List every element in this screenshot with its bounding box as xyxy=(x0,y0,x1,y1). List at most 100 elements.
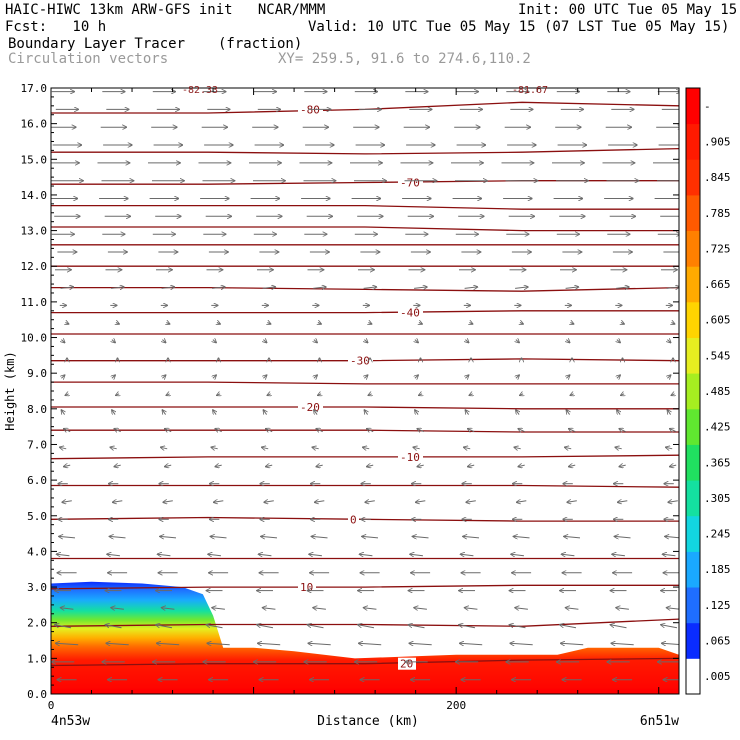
circulation-vector xyxy=(312,447,319,449)
circulation-vector xyxy=(417,429,424,432)
circulation-vector xyxy=(312,536,328,538)
circulation-vector xyxy=(465,375,468,378)
circulation-vector xyxy=(517,501,527,503)
circulation-vector xyxy=(368,394,371,396)
model-title: HAIC-HIWC 13km ARW-GFS init NCAR/MMM xyxy=(5,2,326,18)
y-tick-label: 12.0 xyxy=(21,260,48,273)
circulation-vector xyxy=(365,501,375,503)
y-tick-label: 10.0 xyxy=(21,332,48,345)
circulation-vector xyxy=(364,608,377,610)
circulation-vector xyxy=(615,447,622,449)
y-tick-label: 1.0 xyxy=(27,652,47,665)
circulation-vector xyxy=(670,429,677,432)
y-tick-label: 17.0 xyxy=(21,82,48,95)
isotherm-label-bg-14 xyxy=(398,450,423,463)
circulation-vector xyxy=(160,536,177,538)
y-tick-label: 2.0 xyxy=(27,617,47,630)
y-tick-label: 11.0 xyxy=(21,296,48,309)
circulation-vector xyxy=(567,501,577,503)
circulation-vector xyxy=(113,501,123,503)
circulation-vector xyxy=(409,625,425,629)
y-tick-label: 9.0 xyxy=(27,367,47,380)
isotherm-7 xyxy=(51,286,679,292)
circulation-vector xyxy=(569,429,576,432)
isotherm-12 xyxy=(51,406,679,410)
circulation-vector xyxy=(110,536,126,538)
isotherm-label-bg-2 xyxy=(398,176,423,189)
colorbar-swatch xyxy=(686,515,700,552)
y-tick-label: 0.0 xyxy=(27,688,47,701)
colorbar-label: .185 xyxy=(704,563,731,576)
circulation-vector xyxy=(215,465,222,467)
circulation-vector xyxy=(667,340,670,343)
x-left-endpoint: 4n53w xyxy=(51,714,90,729)
circulation-vector xyxy=(214,501,224,503)
circulation-vector xyxy=(670,465,677,467)
xy-label: XY= 259.5, 91.6 to 274.6,110.2 xyxy=(278,51,531,67)
circulation-vector xyxy=(515,608,528,610)
circulation-vector xyxy=(163,501,173,503)
circulation-vector xyxy=(562,554,575,556)
circulation-vector xyxy=(619,465,626,467)
x-right-endpoint: 6n51w xyxy=(640,714,679,729)
y-tick-label: 4.0 xyxy=(27,545,47,558)
circulation-vector xyxy=(469,323,472,325)
circulation-vector xyxy=(611,643,634,645)
circulation-vector xyxy=(619,429,626,432)
circulation-vector xyxy=(212,287,225,289)
init-time: Init: 00 UTC Tue 05 May 15 xyxy=(518,2,738,18)
circulation-vector xyxy=(364,410,367,415)
circulation-vector xyxy=(570,394,573,396)
circulation-vector xyxy=(615,536,631,538)
circulation-vector xyxy=(112,340,115,343)
circulation-vector xyxy=(667,410,670,415)
y-tick-label: 15.0 xyxy=(21,153,48,166)
x-tick-label: 200 xyxy=(446,699,466,712)
isotherm-15 xyxy=(51,484,679,488)
circulation-vector xyxy=(165,429,172,432)
circulation-vector xyxy=(671,323,674,325)
circulation-vector xyxy=(162,375,165,378)
circulation-vector xyxy=(61,410,64,415)
circulation-vector xyxy=(359,643,382,645)
isotherm-label-2: -70 xyxy=(400,176,420,189)
circulation-vector xyxy=(309,554,322,556)
isotherm-0 xyxy=(51,101,679,114)
colorbar-swatch xyxy=(686,444,700,481)
x-axis-label: Distance (km) xyxy=(317,714,419,729)
circulation-vector xyxy=(516,375,519,378)
circulation-vector xyxy=(364,340,367,343)
colorbar-swatch xyxy=(686,480,700,517)
circulation-vector xyxy=(106,625,122,629)
circulation-vector xyxy=(110,447,117,449)
circulation-vector xyxy=(314,375,317,378)
circulation-vector xyxy=(313,608,326,610)
circulation-vector xyxy=(468,429,475,432)
isotherm-1 xyxy=(51,147,679,155)
circulation-vector xyxy=(258,643,281,645)
circulation-vector xyxy=(565,287,579,289)
circulation-vector xyxy=(116,323,119,325)
y-tick-label: 8.0 xyxy=(27,403,47,416)
isotherm-label-8: -40 xyxy=(400,307,420,320)
circulation-vector xyxy=(59,536,76,538)
x-tick-label: 0 xyxy=(48,699,55,712)
circulation-vector xyxy=(364,375,367,378)
circulation-vector xyxy=(566,608,579,610)
circulation-vector xyxy=(464,447,471,449)
circulation-vector xyxy=(569,465,576,467)
isotherm-label-bg-16 xyxy=(348,513,359,526)
circulation-vector xyxy=(616,608,629,610)
circulation-vector xyxy=(667,608,679,610)
colorbar-swatch xyxy=(686,373,700,410)
forecast-hour: Fcst: 10 h xyxy=(5,19,107,35)
circulation-vector xyxy=(515,287,528,289)
circulation-vector xyxy=(416,501,426,503)
isotherm-14 xyxy=(51,454,679,460)
circulation-vector xyxy=(114,429,121,432)
circulation-vector xyxy=(663,554,676,556)
circulation-vector xyxy=(662,643,679,645)
colorbar-label: .005 xyxy=(704,670,731,683)
colorbar-label: .365 xyxy=(704,456,731,469)
isotherm-4 xyxy=(51,226,679,232)
